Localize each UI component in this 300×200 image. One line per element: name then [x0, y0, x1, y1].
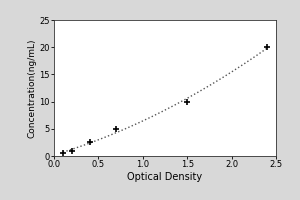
- Y-axis label: Concentration(ng/mL): Concentration(ng/mL): [28, 38, 37, 138]
- X-axis label: Optical Density: Optical Density: [128, 172, 202, 182]
